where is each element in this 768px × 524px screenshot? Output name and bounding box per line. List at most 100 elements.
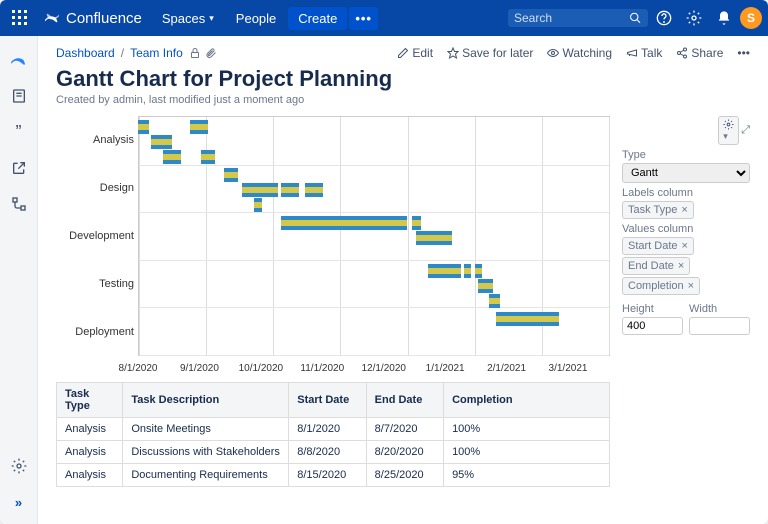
y-axis-label: Testing: [99, 278, 134, 290]
values-tag[interactable]: Completion×: [622, 277, 700, 295]
rail-expand-icon[interactable]: »: [5, 488, 33, 516]
rail-tree-icon[interactable]: [5, 190, 33, 218]
type-label: Type: [622, 149, 750, 161]
save-button[interactable]: Save for later: [447, 46, 533, 60]
y-axis-label: Deployment: [75, 326, 134, 338]
gantt-bar: [201, 150, 215, 164]
page-more-button[interactable]: •••: [737, 46, 750, 60]
height-label: Height: [622, 303, 683, 315]
width-label: Width: [689, 303, 750, 315]
megaphone-icon: [626, 47, 638, 59]
gantt-chart: 8/1/2020 9/1/2020 10/1/2020 11/1/2020 12/1/2…: [56, 116, 610, 376]
table-row: AnalysisDocumenting Requirements8/15/202…: [57, 464, 610, 487]
panel-expand-icon[interactable]: ⤢: [741, 124, 750, 137]
gantt-bar: [138, 120, 149, 134]
star-icon: [447, 47, 459, 59]
gantt-bar: [281, 183, 299, 197]
gantt-bar: [496, 312, 559, 326]
gantt-bar: [151, 135, 173, 149]
nav-people[interactable]: People: [226, 7, 286, 30]
breadcrumb-sep: /: [121, 46, 124, 60]
help-icon[interactable]: [650, 4, 678, 32]
breadcrumb: Dashboard / Team Info Edit Save for late…: [56, 46, 750, 60]
share-button[interactable]: Share: [676, 46, 723, 60]
create-button[interactable]: Create: [288, 7, 347, 30]
rail-confluence-icon[interactable]: [5, 46, 33, 74]
gantt-bar: [416, 231, 452, 245]
talk-button[interactable]: Talk: [626, 46, 662, 60]
y-axis-label: Development: [69, 230, 134, 242]
labels-tag[interactable]: Task Type×: [622, 201, 694, 219]
rail-quote-icon[interactable]: ”: [5, 118, 33, 146]
y-axis-label: Analysis: [93, 134, 134, 146]
eye-icon: [547, 47, 559, 59]
chart-config-panel: ▾ ⤢ Type Gantt Labels column Task Type× …: [622, 116, 750, 376]
left-rail: ” »: [0, 36, 38, 524]
product-name: Confluence: [66, 10, 142, 27]
gantt-bar: [478, 279, 492, 293]
gantt-bar: [475, 264, 482, 278]
type-select[interactable]: Gantt: [622, 163, 750, 183]
x-axis-label: 2/1/2021: [487, 363, 526, 374]
gantt-bar: [190, 120, 208, 134]
labels-column-label: Labels column: [622, 187, 750, 199]
remove-tag-icon[interactable]: ×: [682, 240, 688, 252]
search-icon: [629, 11, 642, 25]
table-row: AnalysisDiscussions with Stakeholders8/8…: [57, 441, 610, 464]
table-header: Task Type: [57, 383, 123, 418]
rail-share-icon[interactable]: [5, 154, 33, 182]
nav-spaces[interactable]: Spaces ▾: [152, 7, 224, 30]
x-axis-label: 11/1/2020: [300, 363, 344, 374]
rail-pages-icon[interactable]: [5, 82, 33, 110]
table-header: Start Date: [289, 383, 366, 418]
x-axis-label: 8/1/2020: [119, 363, 158, 374]
width-input[interactable]: [689, 317, 750, 335]
remove-tag-icon[interactable]: ×: [688, 280, 694, 292]
pencil-icon: [397, 47, 409, 59]
gantt-bar: [305, 183, 323, 197]
height-input[interactable]: [622, 317, 683, 335]
more-button[interactable]: •••: [349, 7, 378, 30]
page-byline: Created by admin, last modified just a m…: [56, 94, 750, 106]
table-header: Task Description: [123, 383, 289, 418]
values-column-label: Values column: [622, 223, 750, 235]
gantt-bar: [224, 168, 238, 182]
search-input[interactable]: [514, 11, 629, 25]
gantt-bar: [489, 294, 500, 308]
gantt-bar: [281, 216, 406, 230]
settings-icon[interactable]: [680, 4, 708, 32]
crumb-team[interactable]: Team Info: [130, 46, 183, 60]
gantt-bar: [163, 150, 181, 164]
gantt-bar: [464, 264, 471, 278]
values-tag[interactable]: End Date×: [622, 257, 690, 275]
table-header: Completion: [444, 383, 610, 418]
notifications-icon[interactable]: [710, 4, 738, 32]
restrictions-icon[interactable]: [189, 47, 201, 59]
x-axis-label: 9/1/2020: [180, 363, 219, 374]
panel-gear-button[interactable]: ▾: [718, 116, 739, 145]
gantt-bar: [412, 216, 421, 230]
remove-tag-icon[interactable]: ×: [678, 260, 684, 272]
x-axis-label: 10/1/2020: [239, 363, 284, 374]
data-table: Task TypeTask DescriptionStart DateEnd D…: [56, 382, 610, 487]
values-tag[interactable]: Start Date×: [622, 237, 694, 255]
x-axis-label: 1/1/2021: [426, 363, 465, 374]
page-title: Gantt Chart for Project Planning: [56, 66, 750, 92]
attachment-icon[interactable]: [205, 47, 217, 59]
rail-settings-icon[interactable]: [5, 452, 33, 480]
top-nav: Confluence Spaces ▾ People Create ••• S: [0, 0, 768, 36]
share-icon: [676, 47, 688, 59]
watching-button[interactable]: Watching: [547, 46, 612, 60]
x-axis-label: 3/1/2021: [549, 363, 588, 374]
table-header: End Date: [366, 383, 443, 418]
edit-button[interactable]: Edit: [397, 46, 433, 60]
gantt-bar: [254, 198, 261, 212]
search-box[interactable]: [508, 9, 648, 27]
x-axis-label: 12/1/2020: [361, 363, 406, 374]
product-logo[interactable]: Confluence: [36, 10, 150, 27]
y-axis-label: Design: [100, 182, 134, 194]
user-avatar[interactable]: S: [740, 7, 762, 29]
crumb-dashboard[interactable]: Dashboard: [56, 46, 115, 60]
remove-tag-icon[interactable]: ×: [681, 204, 687, 216]
app-switcher-icon[interactable]: [6, 4, 34, 32]
